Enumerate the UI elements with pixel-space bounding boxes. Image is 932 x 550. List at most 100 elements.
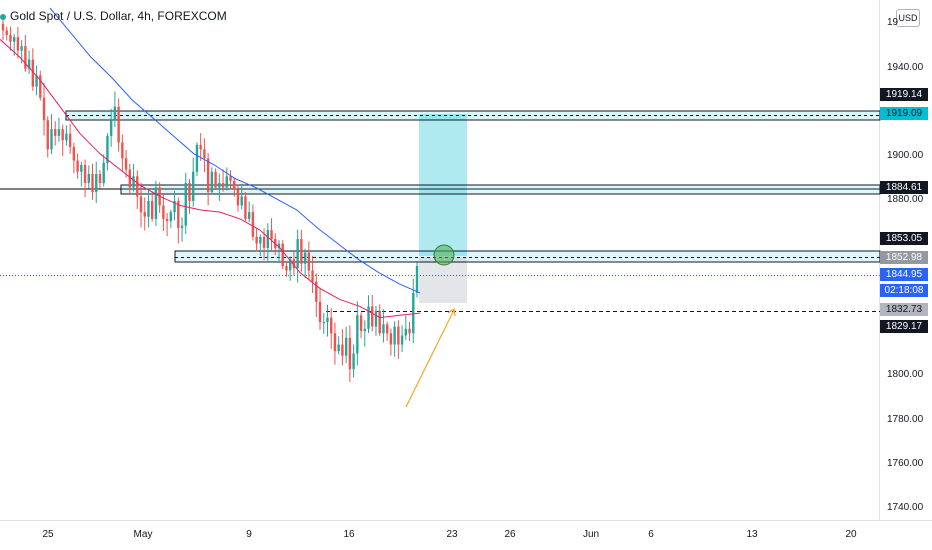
symbol-title: Gold Spot / U.S. Dollar, 4h, FOREXCOM (10, 9, 227, 23)
candle-body (318, 301, 322, 323)
candle-body (300, 239, 303, 264)
candle-body (57, 129, 61, 136)
candle-body (408, 328, 411, 334)
entry-zone-1853[interactable] (174, 250, 881, 263)
candle-body (371, 306, 374, 327)
candle-body (288, 259, 292, 271)
currency-button[interactable]: USD (896, 9, 920, 27)
label-black-line: 1884.61 (880, 181, 928, 194)
candle-body (311, 270, 314, 282)
label-resistance-bottom: 1919.09 (880, 107, 928, 120)
candle-body (307, 252, 311, 271)
chart-title: Gold Spot / U.S. Dollar, 4h, FOREXCOM (0, 9, 227, 23)
candle-body (344, 337, 348, 356)
candle-body (225, 176, 228, 188)
candle-body (162, 205, 165, 219)
time-tick: 26 (504, 529, 516, 540)
candle-body (113, 106, 117, 121)
candle-body (262, 236, 266, 249)
candle-body (169, 212, 173, 222)
entry-target-circle[interactable] (433, 244, 455, 266)
candle-body (91, 174, 94, 192)
candle-body (251, 212, 255, 237)
candle-body (337, 344, 340, 352)
candle-body (199, 144, 202, 150)
candle-body (39, 75, 42, 98)
candle-body (109, 120, 113, 136)
candle-body (150, 200, 154, 219)
candle-body (106, 135, 109, 163)
candle-body (143, 212, 146, 217)
candle-body (68, 133, 72, 148)
candle-body (50, 129, 53, 150)
candle-body (296, 239, 299, 269)
candle-body (404, 328, 408, 336)
candle-body (61, 129, 64, 141)
candle-body (218, 182, 221, 188)
price-tick-top: 19 (887, 17, 899, 28)
time-tick: Jun (582, 529, 600, 540)
candle-body (247, 212, 251, 219)
candle-body (292, 259, 296, 269)
candle-body (270, 230, 273, 240)
candle-body (326, 317, 329, 323)
projection-arrow[interactable] (405, 309, 455, 408)
candle-body (333, 333, 337, 352)
candle-body (35, 75, 38, 87)
price-tick: 1740.00 (887, 502, 924, 513)
candle-body (244, 196, 247, 219)
time-tick: 20 (845, 529, 857, 540)
label-resistance-top: 1919.14 (880, 88, 928, 101)
candle-body (277, 243, 281, 249)
candle-body (348, 337, 352, 370)
time-tick: 13 (746, 529, 758, 540)
candle-body (382, 324, 385, 334)
candle-body (139, 196, 143, 213)
candle-body (27, 59, 31, 69)
candle-body (117, 106, 120, 143)
candle-body (240, 196, 243, 206)
candle-body (412, 292, 415, 334)
time-tick: 25 (42, 529, 54, 540)
moving-average-slow (49, 7, 421, 294)
candle-body (322, 322, 325, 324)
label-zone-top: 1853.05 (880, 232, 928, 245)
candle-body (206, 158, 210, 192)
candle-body (76, 160, 79, 172)
candle-body (356, 315, 359, 354)
price-tick: 1800.00 (887, 369, 924, 380)
candle-body (352, 353, 355, 370)
candle-body (415, 265, 419, 293)
price-tick: 1760.00 (887, 458, 924, 469)
candle-body (285, 265, 288, 271)
price-tick: 1880.00 (887, 194, 924, 205)
candle-body (303, 252, 307, 264)
candle-body (136, 176, 139, 197)
candle-body (98, 174, 102, 183)
candle-body (128, 169, 132, 188)
label-current-price: 1844.95 (880, 268, 928, 281)
candle-body (385, 324, 389, 334)
candle-body (236, 189, 240, 206)
candle-body (180, 225, 184, 228)
candle-body (255, 236, 258, 244)
candle-body (42, 97, 46, 121)
candle-body (31, 59, 35, 87)
candle-body (221, 182, 225, 188)
time-tick: 9 (246, 529, 252, 540)
candle-body (165, 218, 169, 222)
candle-body (177, 200, 180, 228)
candle-body (65, 133, 68, 141)
candle-body (95, 174, 98, 192)
candle-body (389, 333, 393, 345)
candle-body (184, 182, 187, 226)
candle-body (281, 243, 284, 266)
candle-body (132, 176, 135, 188)
candle-body (102, 162, 105, 183)
candle-body (124, 158, 128, 170)
time-tick: 23 (446, 529, 458, 540)
candle-body (5, 30, 8, 35)
candle-body (147, 200, 150, 217)
